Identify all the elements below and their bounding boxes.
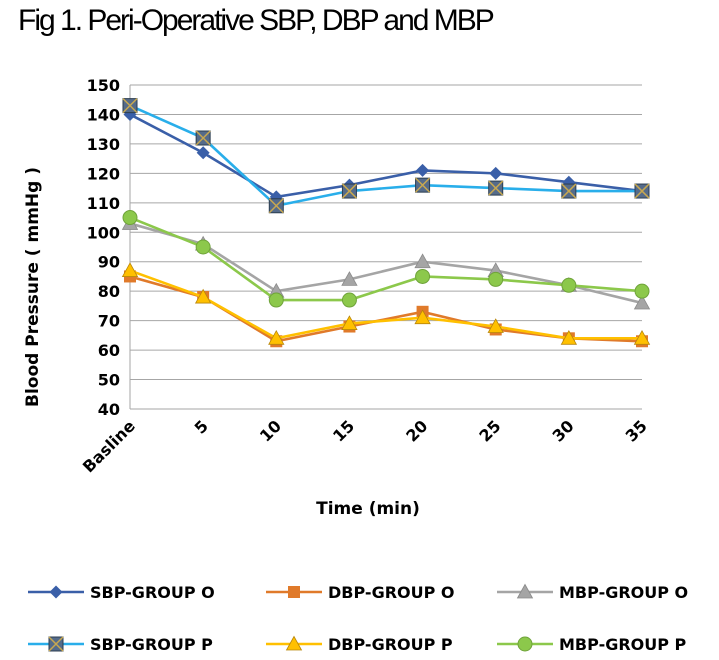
x-tick-label: 10 [256, 416, 285, 445]
data-point [341, 315, 358, 330]
data-point [416, 163, 430, 177]
legend-marker [288, 586, 300, 598]
data-point [341, 183, 357, 199]
y-axis-label: Blood Pressure ( mmHg ) [23, 167, 43, 407]
legend-item: MBP-GROUP P [497, 635, 687, 654]
legend-label: DBP-GROUP O [328, 583, 455, 602]
legend-item: DBP-GROUP P [266, 635, 453, 654]
data-point [341, 292, 357, 308]
data-point [268, 292, 284, 308]
y-tick-label: 150 [87, 76, 120, 95]
x-axis-ticks: Basline 5 10 15 20 25 30 35 [79, 416, 651, 476]
x-tick-label: 15 [329, 416, 358, 445]
series-mbp-group-p [122, 210, 650, 308]
y-tick-label: 50 [98, 371, 120, 390]
data-point [341, 271, 358, 286]
y-tick-label: 120 [87, 164, 120, 183]
y-tick-label: 110 [87, 194, 120, 213]
y-tick-label: 70 [98, 312, 120, 331]
data-point [122, 98, 138, 114]
legend-marker [49, 585, 63, 599]
y-axis-ticks: 40 50 60 70 80 90 100 110 120 130 140 150 [87, 76, 120, 419]
y-tick-label: 140 [87, 105, 120, 124]
y-tick-label: 100 [87, 223, 120, 242]
legend-label: DBP-GROUP P [328, 635, 453, 654]
series-line [129, 222, 643, 305]
x-tick-label: 20 [402, 416, 431, 445]
data-point [634, 183, 650, 199]
data-point [268, 329, 285, 345]
legend-label: SBP-GROUP O [90, 583, 215, 602]
series-group [121, 98, 651, 348]
data-point [633, 329, 651, 345]
y-tick-label: 40 [98, 400, 120, 419]
legend-marker [285, 635, 303, 651]
data-point [195, 130, 211, 146]
legend-marker [48, 636, 64, 652]
legend-item: MBP-GROUP O [497, 583, 688, 602]
x-axis-label: Time (min) [316, 499, 420, 519]
data-point [560, 329, 578, 345]
x-tick-label: Basline [79, 416, 139, 476]
data-point [195, 239, 211, 255]
data-point [633, 294, 651, 310]
y-tick-label: 90 [98, 253, 120, 272]
series-dbp-group-p [121, 262, 651, 345]
legend-item: DBP-GROUP O [266, 583, 455, 602]
legend-marker [517, 636, 533, 652]
data-point [488, 180, 504, 196]
x-tick-label: 35 [622, 416, 651, 445]
legend-item: SBP-GROUP P [28, 635, 213, 654]
data-point [414, 309, 431, 325]
data-point [489, 166, 503, 180]
legend: SBP-GROUP O DBP-GROUP O MBP-GROUP O SBP-GRO… [28, 583, 688, 654]
legend-label: SBP-GROUP P [90, 635, 213, 654]
data-point [415, 268, 431, 284]
series-line [129, 269, 642, 340]
legend-marker [516, 583, 534, 599]
data-point [488, 271, 504, 287]
data-point [194, 288, 212, 304]
legend-label: MBP-GROUP P [559, 635, 687, 654]
data-point [561, 277, 577, 293]
x-tick-label: 30 [549, 416, 578, 445]
y-tick-label: 60 [98, 341, 120, 360]
x-tick-label: 25 [475, 416, 504, 445]
series-line [129, 113, 643, 199]
data-point [634, 283, 650, 299]
x-tick-label: 5 [191, 416, 212, 437]
data-point [415, 177, 431, 193]
y-tick-label: 80 [98, 282, 120, 301]
series-line [129, 216, 643, 302]
data-point [561, 183, 577, 199]
legend-label: MBP-GROUP O [559, 583, 688, 602]
data-point [122, 210, 138, 226]
data-point [268, 198, 284, 214]
grid-lines [129, 84, 642, 410]
y-tick-label: 130 [87, 135, 120, 154]
data-point [121, 262, 139, 277]
data-point [414, 253, 431, 269]
chart-title: Fig 1. Peri-Operative SBP, DBP and MBP [18, 4, 495, 37]
series-line [129, 104, 642, 208]
legend-item: SBP-GROUP O [28, 583, 215, 602]
series-sbp-group-p [122, 98, 650, 214]
data-point [487, 318, 504, 333]
data-point [196, 146, 210, 160]
